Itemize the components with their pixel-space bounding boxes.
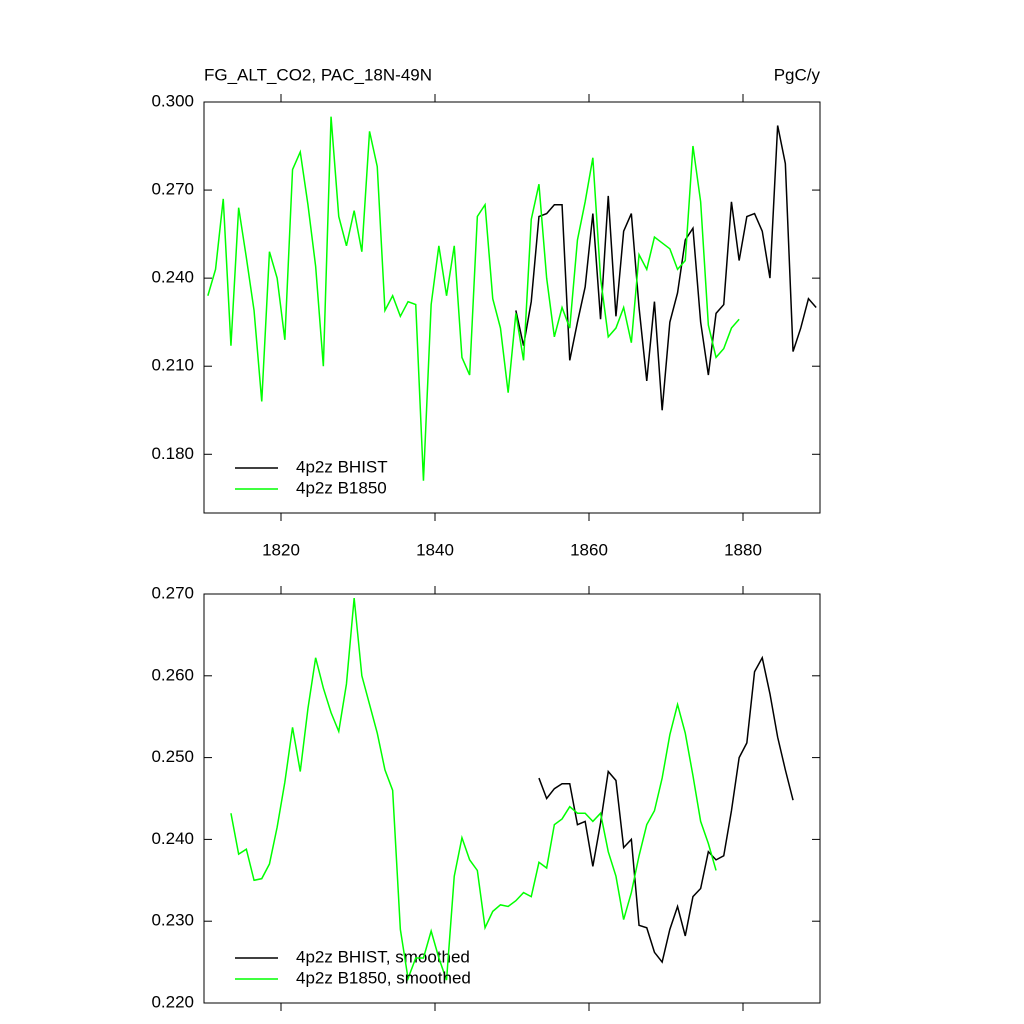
series-line [538,655,794,964]
chart-title: FG_ALT_CO2, PAC_18N-49N [204,65,432,84]
y-tick-label: 0.220 [151,992,194,1011]
series-line [515,125,817,411]
units-label: PgC/y [774,65,821,84]
legend-label: 4p2z B1850, smoothed [296,968,471,987]
x-tick-label: 1840 [416,540,454,559]
legend-label: 4p2z B1850 [296,478,387,497]
x-tick-label: 1880 [724,540,762,559]
y-tick-label: 0.270 [151,583,194,602]
y-tick-label: 0.240 [151,829,194,848]
y-tick-label: 0.210 [151,356,194,375]
plot-frame [203,593,821,1004]
x-tick-label: 1860 [570,540,608,559]
y-tick-label: 0.230 [151,911,194,930]
y-tick-label: 0.250 [151,747,194,766]
legend-label: 4p2z BHIST [296,457,388,476]
y-tick-label: 0.180 [151,444,194,463]
x-tick-label: 1820 [262,540,300,559]
y-tick-label: 0.240 [151,268,194,287]
series-line [230,598,717,982]
plot-frame [203,101,821,514]
y-tick-label: 0.300 [151,91,194,110]
y-tick-label: 0.270 [151,180,194,199]
y-tick-label: 0.260 [151,665,194,684]
series-line [207,116,740,481]
legend-label: 4p2z BHIST, smoothed [296,947,470,966]
